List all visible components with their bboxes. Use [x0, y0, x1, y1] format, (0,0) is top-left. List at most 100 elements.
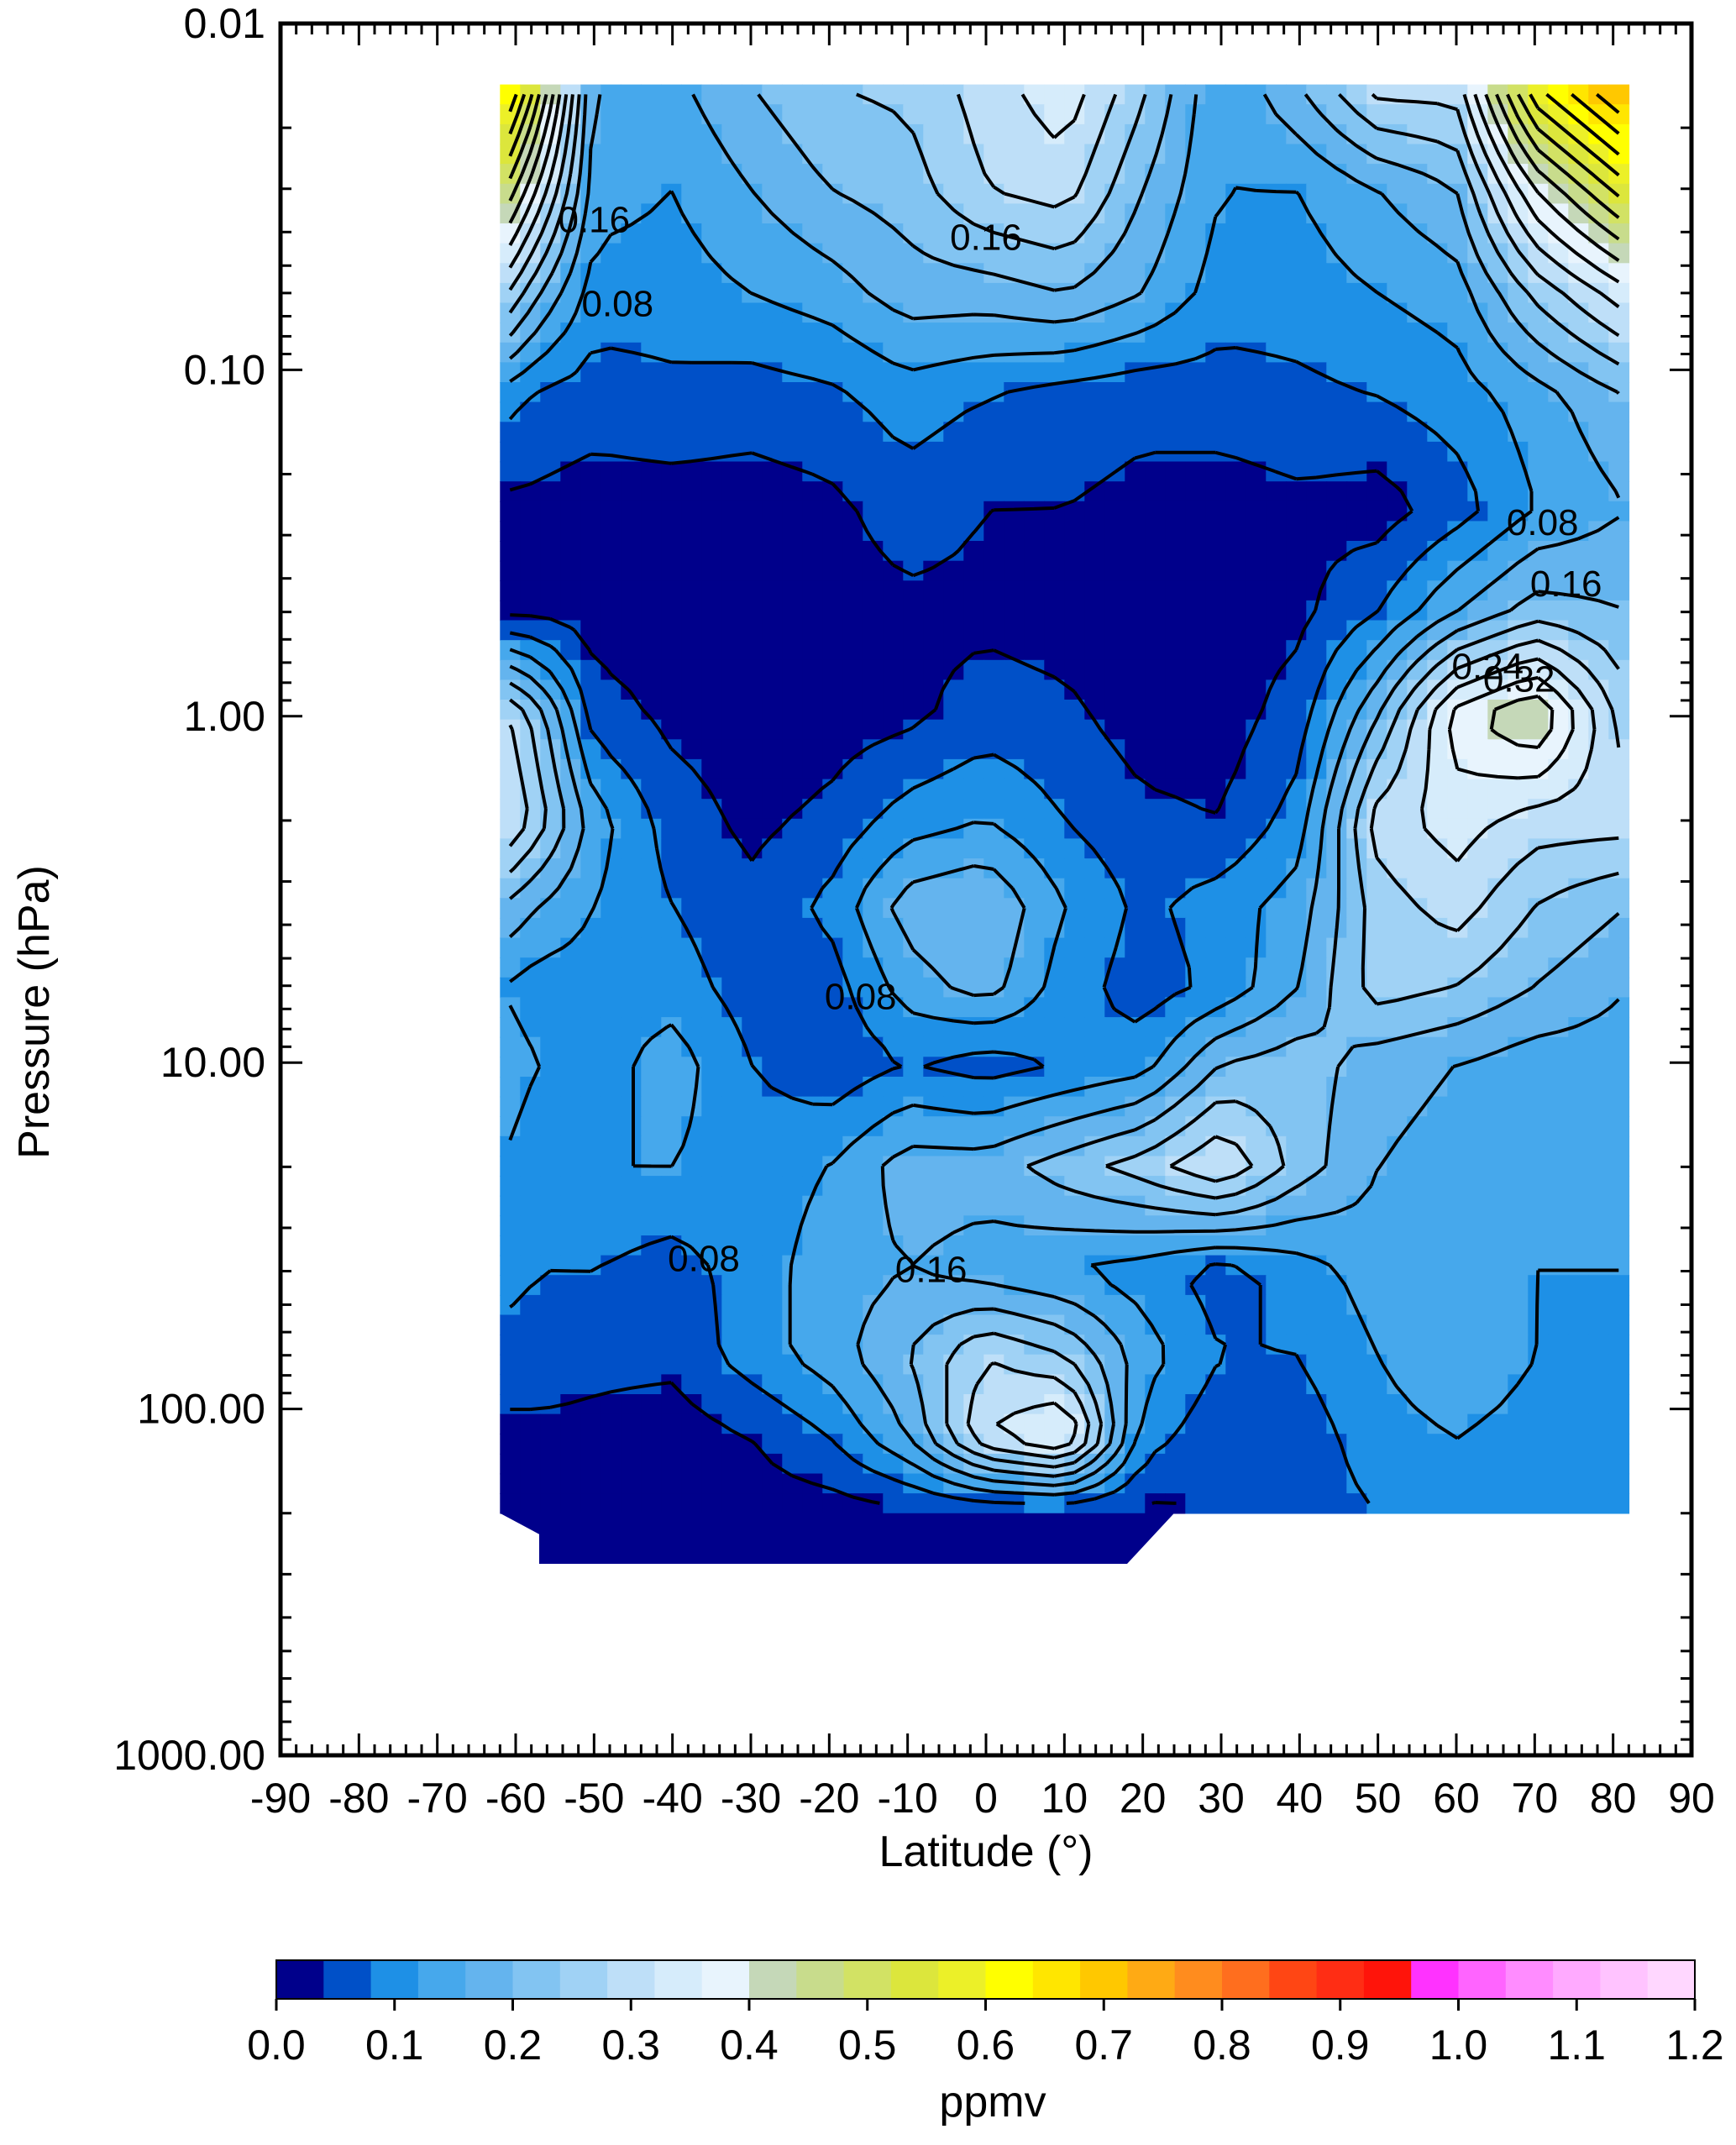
field-cell — [1044, 164, 1066, 185]
field-cell — [1528, 937, 1550, 958]
field-cell — [1326, 501, 1348, 522]
field-cell — [1225, 1156, 1247, 1177]
colorbar-tick-label: 0.2 — [484, 2022, 543, 2069]
field-cell — [963, 679, 985, 700]
field-cell — [1588, 1493, 1610, 1514]
field-cell — [1145, 1017, 1167, 1038]
field-cell — [883, 937, 905, 958]
field-cell — [1407, 362, 1429, 383]
field-cell — [1588, 1374, 1610, 1395]
field-cell — [1467, 799, 1489, 820]
field-cell — [1427, 1434, 1449, 1455]
field-cell — [903, 898, 925, 919]
field-cell — [1568, 1493, 1590, 1514]
field-cell — [500, 1473, 522, 1494]
field-cell — [742, 1294, 763, 1316]
field-cell — [903, 481, 925, 502]
field-cell — [1246, 818, 1267, 840]
field-cell — [1266, 937, 1288, 958]
field-cell — [520, 580, 542, 601]
x-tick-label: 50 — [1355, 1775, 1402, 1822]
field-cell — [661, 1493, 683, 1514]
field-cell — [1044, 422, 1066, 443]
field-cell — [1246, 659, 1267, 681]
field-cell — [1467, 1434, 1489, 1455]
field-cell — [963, 1493, 985, 1514]
field-cell — [1467, 1017, 1489, 1038]
field-cell — [681, 401, 703, 422]
field-cell — [943, 779, 965, 800]
field-cell — [923, 640, 945, 661]
field-cell — [621, 1275, 642, 1296]
field-cell — [903, 203, 925, 224]
contour-line — [508, 92, 1620, 156]
field-cell — [923, 878, 945, 899]
field-cell — [782, 977, 804, 999]
field-cell — [1508, 1394, 1529, 1415]
field-cell — [540, 1453, 562, 1475]
field-cell — [802, 1255, 824, 1276]
field-cell — [1366, 878, 1388, 899]
field-cell — [661, 977, 683, 999]
field-cell — [681, 818, 703, 840]
field-cell — [1487, 1096, 1509, 1117]
field-cell — [721, 659, 743, 681]
field-cell — [1548, 441, 1570, 463]
field-cell — [1024, 1374, 1046, 1395]
field-cell — [1004, 144, 1025, 165]
field-cell — [1266, 1255, 1288, 1276]
field-cell — [1467, 1036, 1489, 1058]
field-cell — [903, 342, 925, 364]
field-cell — [1004, 620, 1025, 641]
field-cell — [1225, 541, 1247, 562]
field-cell — [842, 937, 864, 958]
field-cell — [1306, 838, 1328, 859]
field-cell — [762, 243, 784, 264]
field-cell — [782, 1057, 804, 1078]
field-cell — [1306, 779, 1328, 800]
field-cell — [903, 521, 925, 542]
field-cell — [1427, 560, 1449, 582]
field-cell — [1145, 342, 1167, 364]
field-cell — [1205, 659, 1227, 681]
field-cell — [883, 1176, 905, 1197]
field-cell — [641, 1275, 663, 1296]
field-cell — [1326, 461, 1348, 482]
field-cell — [601, 1096, 622, 1117]
field-cell — [701, 719, 723, 741]
field-cell — [1286, 323, 1308, 344]
field-cell — [641, 600, 663, 621]
field-cell — [540, 481, 562, 502]
field-cell — [1366, 1413, 1388, 1434]
field-cell — [540, 1017, 562, 1038]
field-cell — [1104, 659, 1126, 681]
field-cell — [1145, 580, 1167, 601]
field-cell — [1064, 719, 1086, 741]
field-cell — [1125, 342, 1146, 364]
field-cell — [601, 382, 622, 403]
field-cell — [963, 700, 985, 721]
field-cell — [782, 1493, 804, 1514]
field-cell — [1608, 183, 1630, 205]
field-cell — [842, 580, 864, 601]
field-cell — [601, 342, 622, 364]
field-cell — [1346, 1413, 1368, 1434]
field-cell — [1326, 1394, 1348, 1415]
field-cell — [802, 282, 824, 304]
field-cell — [681, 997, 703, 1018]
field-cell — [500, 1354, 522, 1376]
colorbar-swatch — [1505, 1960, 1554, 1999]
field-cell — [580, 600, 602, 621]
field-cell — [641, 223, 663, 244]
field-cell — [1024, 401, 1046, 422]
field-cell — [963, 382, 985, 403]
field-cell — [1044, 362, 1066, 383]
field-cell — [701, 758, 723, 780]
field-cell — [721, 1493, 743, 1514]
field-cell — [1004, 600, 1025, 621]
field-cell — [560, 600, 582, 621]
field-cell — [621, 1195, 642, 1217]
field-cell — [863, 501, 884, 522]
field-cell — [883, 1493, 905, 1514]
field-cell — [903, 600, 925, 621]
